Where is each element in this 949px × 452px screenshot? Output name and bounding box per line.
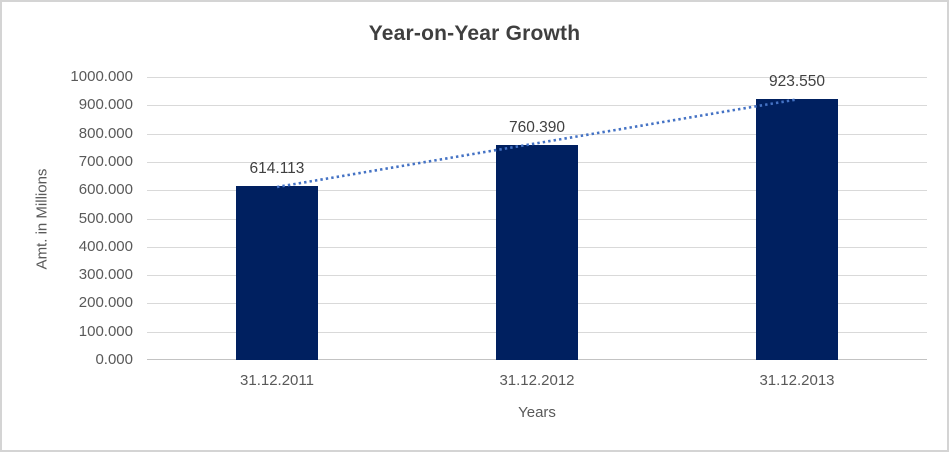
y-tick-label: 400.000 — [78, 237, 133, 255]
y-tick-label: 0.000 — [95, 351, 133, 368]
bar-value-label: 760.390 — [508, 118, 566, 136]
bar[interactable] — [756, 98, 838, 360]
chart-title: Year-on-Year Growth — [368, 22, 581, 45]
gridline — [147, 77, 927, 78]
y-tick-label: 800.000 — [78, 124, 133, 142]
bar-value-label: 923.550 — [768, 72, 826, 90]
y-tick-label: 600.000 — [78, 181, 133, 199]
plot-area[interactable]: 614.113 31.12.2011 760.390 31.12.2012 923.55… — [147, 73, 927, 389]
x-tick-label: 31.12.2012 — [499, 372, 575, 389]
trendline[interactable] — [147, 77, 927, 360]
x-tick-label: 31.12.2013 — [759, 372, 835, 389]
gridline — [147, 134, 927, 135]
x-tick-label: 31.12.2011 — [240, 372, 314, 389]
x-axis-title: Years — [518, 404, 556, 421]
bar[interactable] — [496, 144, 578, 360]
trendline-path[interactable] — [276, 98, 798, 189]
y-tick-label: 300.000 — [78, 266, 133, 284]
y-tick-label: 700.000 — [78, 152, 133, 170]
y-tick-label: 900.000 — [78, 96, 133, 114]
gridline — [147, 105, 927, 106]
y-tick-label: 200.000 — [78, 294, 133, 312]
y-tick-label: 1000.000 — [70, 68, 133, 85]
y-tick-label: 500.000 — [78, 209, 133, 227]
bar[interactable] — [236, 186, 318, 360]
bar-value-label: 614.113 — [249, 160, 305, 178]
y-tick-label: 100.000 — [78, 322, 133, 340]
